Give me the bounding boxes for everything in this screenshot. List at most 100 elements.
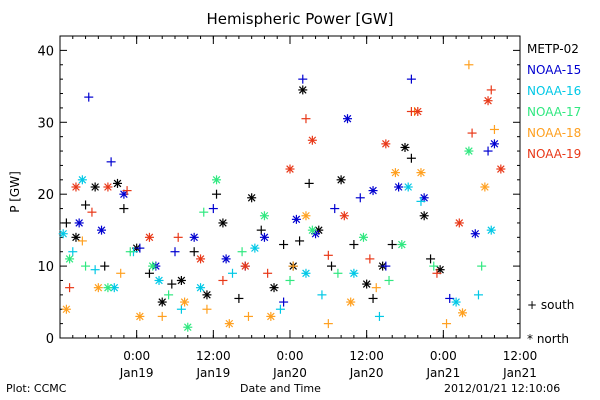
- data-point-noaa-18: [61, 304, 71, 314]
- data-point-metp-02: [387, 240, 397, 250]
- legend-item-metp-02: METP-02: [527, 42, 579, 56]
- data-point-noaa-19: [285, 164, 295, 174]
- data-point-noaa-19: [196, 254, 206, 264]
- data-point-metp-02: [368, 293, 378, 303]
- data-point-noaa-16: [58, 229, 68, 239]
- data-point-noaa-15: [394, 182, 404, 192]
- data-point-noaa-15: [291, 214, 301, 224]
- data-point-noaa-16: [176, 304, 186, 314]
- data-point-metp-02: [247, 193, 257, 203]
- data-point-noaa-19: [173, 232, 183, 242]
- data-point-metp-02: [81, 200, 91, 210]
- data-point-noaa-19: [144, 232, 154, 242]
- data-point-noaa-17: [148, 261, 158, 271]
- legend-item-noaa-15: NOAA-15: [527, 63, 582, 77]
- data-point-noaa-15: [208, 204, 218, 214]
- data-point-noaa-15: [106, 157, 116, 167]
- data-point-noaa-19: [301, 114, 311, 124]
- data-point-noaa-15: [330, 204, 340, 214]
- data-point-metp-02: [61, 218, 71, 228]
- data-point-noaa-17: [259, 211, 269, 221]
- data-point-metp-02: [100, 261, 110, 271]
- legend-item-noaa-17: NOAA-17: [527, 105, 582, 119]
- data-point-noaa-19: [71, 182, 81, 192]
- data-point-metp-02: [256, 225, 266, 235]
- data-point-noaa-18: [442, 319, 452, 329]
- data-point-metp-02: [362, 279, 372, 289]
- data-point-noaa-18: [180, 297, 190, 307]
- data-point-noaa-17: [333, 268, 343, 278]
- data-point-metp-02: [189, 247, 199, 257]
- data-point-noaa-15: [445, 293, 455, 303]
- data-point-noaa-16: [68, 247, 78, 257]
- x-axis-label: Date and Time: [240, 382, 321, 395]
- data-point-metp-02: [218, 218, 228, 228]
- x-tick-label-time: 0:00: [123, 349, 150, 363]
- data-point-noaa-17: [103, 283, 113, 293]
- data-point-noaa-18: [464, 60, 474, 70]
- data-point-noaa-18: [371, 283, 381, 293]
- data-point-noaa-15: [135, 243, 145, 253]
- data-point-noaa-15: [368, 186, 378, 196]
- data-point-noaa-18: [346, 297, 356, 307]
- data-point-noaa-15: [221, 254, 231, 264]
- data-point-metp-02: [212, 189, 222, 199]
- data-point-noaa-19: [323, 250, 333, 260]
- data-point-noaa-18: [93, 283, 103, 293]
- data-point-noaa-15: [84, 92, 94, 102]
- marker-key-north: * north: [527, 332, 570, 346]
- y-tick-label: 10: [37, 260, 54, 275]
- data-point-noaa-18: [458, 308, 467, 318]
- x-tick-label-date: Jan21: [502, 366, 537, 380]
- data-point-noaa-19: [486, 85, 496, 95]
- data-point-metp-02: [419, 211, 429, 221]
- legend-item-noaa-18: NOAA-18: [527, 126, 582, 140]
- data-point-noaa-17: [384, 275, 394, 285]
- data-point-noaa-19: [365, 254, 375, 264]
- data-point-noaa-19: [263, 268, 273, 278]
- data-point-metp-02: [406, 153, 416, 163]
- data-point-metp-02: [202, 290, 212, 300]
- data-point-metp-02: [157, 297, 167, 307]
- data-point-noaa-17: [358, 232, 368, 242]
- data-point-noaa-16: [451, 297, 461, 307]
- data-point-noaa-16: [473, 290, 483, 300]
- chart-title: Hemispheric Power [GW]: [206, 10, 394, 28]
- data-point-noaa-15: [298, 74, 308, 84]
- plot-frame: [59, 35, 521, 339]
- data-point-noaa-18: [243, 311, 253, 321]
- x-tick-label-time: 0:00: [277, 349, 304, 363]
- footer-source: Plot: CCMC: [6, 382, 67, 395]
- data-point-noaa-18: [301, 211, 311, 221]
- data-point-noaa-16: [416, 196, 426, 206]
- data-point-noaa-15: [483, 146, 493, 156]
- data-point-noaa-19: [87, 207, 97, 217]
- data-point-noaa-18: [416, 168, 426, 178]
- data-point-noaa-19: [240, 261, 250, 271]
- data-point-noaa-15: [97, 225, 107, 235]
- y-tick-label: 30: [37, 116, 54, 131]
- x-tick-label-date: Jan20: [349, 366, 384, 380]
- data-point-noaa-16: [301, 268, 311, 278]
- data-point-noaa-17: [429, 261, 439, 271]
- x-tick-label-time: 12:00: [196, 349, 231, 363]
- data-point-noaa-16: [403, 182, 413, 192]
- data-point-metp-02: [144, 268, 154, 278]
- data-point-metp-02: [176, 275, 186, 285]
- data-point-noaa-15: [74, 218, 84, 228]
- data-point-noaa-17: [125, 247, 135, 257]
- data-point-noaa-17: [199, 207, 209, 217]
- data-point-noaa-19: [454, 218, 464, 228]
- data-point-noaa-15: [279, 297, 289, 307]
- data-point-noaa-18: [323, 319, 333, 329]
- data-point-noaa-17: [81, 261, 91, 271]
- data-point-metp-02: [90, 182, 100, 192]
- data-point-metp-02: [426, 254, 436, 264]
- data-point-noaa-18: [77, 236, 87, 246]
- data-point-noaa-17: [237, 247, 247, 257]
- data-point-metp-02: [349, 240, 359, 250]
- data-point-noaa-17: [477, 261, 487, 271]
- legend-item-noaa-19: NOAA-19: [527, 147, 582, 161]
- data-point-noaa-19: [413, 107, 423, 116]
